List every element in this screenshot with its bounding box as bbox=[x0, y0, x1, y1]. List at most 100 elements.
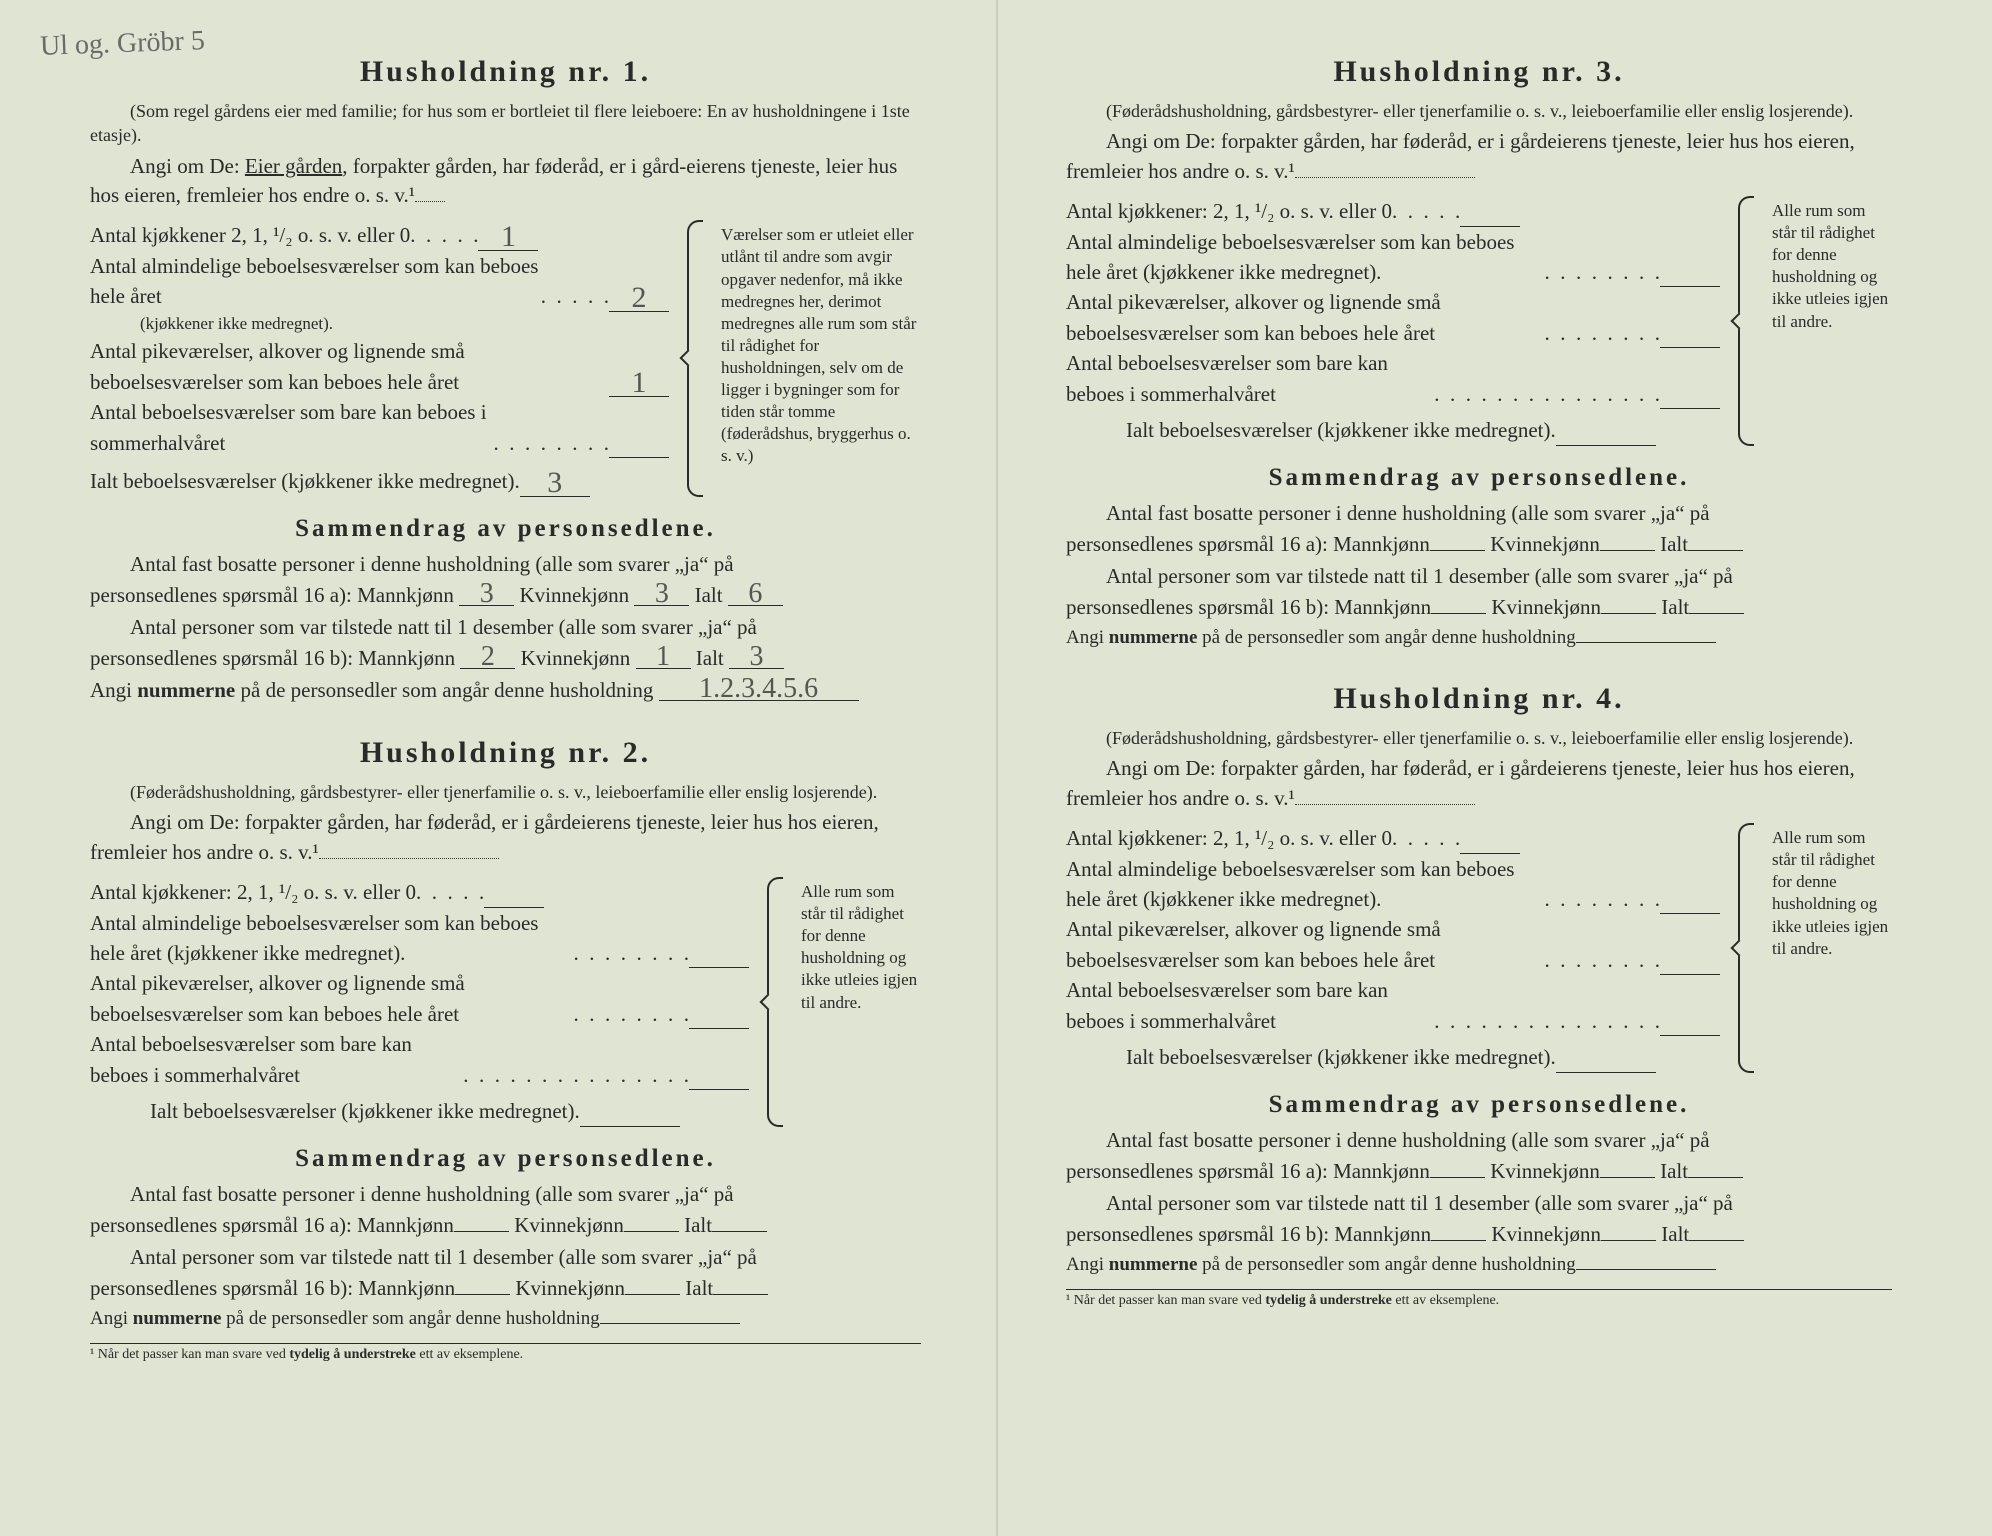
household-3: Husholdning nr. 3. (Føderådshusholdning,… bbox=[1066, 55, 1892, 652]
leader-dots bbox=[541, 281, 609, 311]
hh4-angi-text: Angi om De: forpakter gården, har føderå… bbox=[1066, 756, 1855, 809]
hh3-subtitle: (Føderådshusholdning, gårdsbestyrer- ell… bbox=[1066, 99, 1892, 123]
ialt-label: Ialt bbox=[684, 1213, 712, 1237]
hh4-totrooms-value bbox=[1556, 1072, 1656, 1073]
leader-dots bbox=[410, 220, 478, 250]
hh2-pres-k bbox=[625, 1294, 680, 1295]
hh4-perm-k bbox=[1600, 1177, 1655, 1178]
hh3-angi-tail bbox=[1295, 177, 1475, 178]
footnote-bold: tydelig å understreke bbox=[289, 1347, 416, 1362]
hh2-ordrooms-value bbox=[689, 967, 749, 968]
leader-dots bbox=[1545, 318, 1661, 348]
hh1-angi-underlined: Eier gården bbox=[245, 154, 342, 178]
hh4-nums-rest: på de personsedler som angår denne husho… bbox=[1197, 1254, 1575, 1275]
hh3-nums-bold: nummerne bbox=[1109, 627, 1198, 648]
ialt-label: Ialt bbox=[1661, 595, 1689, 619]
hh3-pres-prefix: personsedlenes spørsmål 16 b): Mannkjønn bbox=[1066, 595, 1431, 619]
hh3-rooms: Antal kjøkkener: 2, 1, ¹/₂ o. s. v. elle… bbox=[1066, 196, 1720, 446]
hh1-pres-line1: Antal personer som var tilstede natt til… bbox=[90, 612, 921, 644]
hh3-summary-title: Sammendrag av personsedlene. bbox=[1066, 464, 1892, 492]
hh3-pres-line1: Antal personer som var tilstede natt til… bbox=[1066, 561, 1892, 593]
hh4-nums-prefix: Angi bbox=[1066, 1254, 1109, 1275]
leader-dots bbox=[1434, 1006, 1660, 1036]
hh4-pres-line2: personsedlenes spørsmål 16 b): Mannkjønn… bbox=[1066, 1219, 1892, 1251]
brace-icon bbox=[1738, 823, 1754, 1073]
hh1-nums-line: Angi nummerne på de personsedler som ang… bbox=[90, 675, 921, 707]
hh2-title: Husholdning nr. 2. bbox=[90, 736, 921, 770]
hh4-perm-prefix: personsedlenes spørsmål 16 a): Mannkjønn bbox=[1066, 1159, 1430, 1183]
hh3-pres-m bbox=[1431, 613, 1486, 614]
hh3-sumrooms-label: Antal beboelsesværelser som bare kan beb… bbox=[1066, 348, 1434, 409]
hh2-footnote: ¹ Når det passer kan man svare ved tydel… bbox=[90, 1343, 921, 1363]
leader-dots bbox=[1545, 945, 1661, 975]
hh3-pres-line2: personsedlenes spørsmål 16 b): Mannkjønn… bbox=[1066, 592, 1892, 624]
hh2-ordrooms-label: Antal almindelige beboelsesværelser som … bbox=[90, 908, 574, 969]
ialt-label: Ialt bbox=[685, 1276, 713, 1300]
hh1-nums-rest: på de personsedler som angår denne husho… bbox=[235, 678, 653, 702]
hh4-angi-tail bbox=[1295, 804, 1475, 805]
leader-dots bbox=[1392, 823, 1460, 853]
hh1-srvrooms-label: Antal pikeværelser, alkover og lignende … bbox=[90, 336, 609, 397]
hh4-title: Husholdning nr. 4. bbox=[1066, 682, 1892, 716]
hh2-perm-prefix: personsedlenes spørsmål 16 a): Mannkjønn bbox=[90, 1213, 454, 1237]
hh1-nums-bold: nummerne bbox=[137, 678, 235, 702]
brace-icon bbox=[1738, 196, 1754, 446]
hh2-perm-k bbox=[624, 1231, 679, 1232]
hh1-angi: Angi om De: Eier gården, forpakter gårde… bbox=[90, 152, 921, 211]
hh4-pres-line1: Antal personer som var tilstede natt til… bbox=[1066, 1188, 1892, 1220]
hh1-kitchens-label: Antal kjøkkener 2, 1, ¹/₂ o. s. v. eller… bbox=[90, 220, 410, 250]
hh1-pres-m: 2 bbox=[460, 646, 515, 669]
hh4-pres-k bbox=[1601, 1240, 1656, 1241]
hh3-angi: Angi om De: forpakter gården, har føderå… bbox=[1066, 127, 1892, 186]
hh2-rooms: Antal kjøkkener: 2, 1, ¹/₂ o. s. v. elle… bbox=[90, 877, 749, 1127]
hh3-nums-rest: på de personsedler som angår denne husho… bbox=[1197, 627, 1575, 648]
ialt-label: Ialt bbox=[696, 646, 724, 670]
brace-icon bbox=[687, 220, 703, 496]
hh2-summary-title: Sammendrag av personsedlene. bbox=[90, 1145, 921, 1173]
hh2-angi-tail bbox=[319, 858, 499, 859]
hh2-srvrooms-value bbox=[689, 1028, 749, 1029]
hh3-ordrooms-label: Antal almindelige beboelsesværelser som … bbox=[1066, 227, 1545, 288]
hh2-perm-m bbox=[454, 1231, 509, 1232]
hh2-side-note: Alle rum som står til rådighet for denne… bbox=[801, 877, 921, 1127]
hh2-nums-value bbox=[600, 1323, 740, 1324]
hh1-title: Husholdning nr. 1. bbox=[90, 55, 921, 89]
hh1-rooms: Antal kjøkkener 2, 1, ¹/₂ o. s. v. eller… bbox=[90, 220, 669, 496]
household-1: Husholdning nr. 1. (Som regel gårdens ei… bbox=[90, 55, 921, 706]
footnote-text: Når det passer kan man svare ved bbox=[94, 1347, 289, 1362]
kvinne-label: Kvinnekjønn bbox=[514, 1213, 624, 1237]
hh3-perm-m bbox=[1430, 550, 1485, 551]
leader-dots bbox=[1545, 884, 1661, 914]
hh4-perm-t bbox=[1688, 1177, 1743, 1178]
hh1-kitchens-value: 1 bbox=[478, 223, 538, 251]
hh1-perm-line2: personsedlenes spørsmål 16 a): Mannkjønn… bbox=[90, 580, 921, 612]
hh4-subtitle: (Føderådshusholdning, gårdsbestyrer- ell… bbox=[1066, 726, 1892, 750]
kvinne-label: Kvinnekjønn bbox=[515, 1276, 625, 1300]
hh1-ordrooms-label: Antal almindelige beboelsesværelser som … bbox=[90, 251, 541, 312]
hh4-rooms: Antal kjøkkener: 2, 1, ¹/₂ o. s. v. elle… bbox=[1066, 823, 1720, 1073]
hh2-sumrooms-value bbox=[689, 1089, 749, 1090]
right-page: Husholdning nr. 3. (Føderådshusholdning,… bbox=[996, 0, 1992, 1536]
hh3-totrooms-label: Ialt beboelsesværelser (kjøkkener ikke m… bbox=[1066, 415, 1556, 445]
hh1-ordrooms-sub: (kjøkkener ikke medregnet). bbox=[90, 312, 669, 337]
ialt-label: Ialt bbox=[1660, 1159, 1688, 1183]
leader-dots bbox=[574, 938, 690, 968]
hh4-pres-m bbox=[1431, 1240, 1486, 1241]
hh1-ordrooms-value: 2 bbox=[609, 284, 669, 312]
corner-handwriting: Ul og. Gröbr 5 bbox=[39, 25, 205, 63]
hh3-side-note: Alle rum som står til rådighet for denne… bbox=[1772, 196, 1892, 446]
hh3-nums-value bbox=[1576, 642, 1716, 643]
hh4-footnote: ¹ Når det passer kan man svare ved tydel… bbox=[1066, 1289, 1892, 1309]
hh4-nums-line: Angi nummerne på de personsedler som ang… bbox=[1066, 1251, 1892, 1280]
leader-dots bbox=[416, 877, 484, 907]
leader-dots bbox=[494, 428, 610, 458]
hh3-nums-prefix: Angi bbox=[1066, 627, 1109, 648]
hh1-angi-prefix: Angi om De: bbox=[130, 154, 245, 178]
hh4-perm-m bbox=[1430, 1177, 1485, 1178]
hh3-ordrooms-value bbox=[1660, 286, 1720, 287]
ialt-label: Ialt bbox=[1660, 532, 1688, 556]
hh2-pres-t bbox=[713, 1294, 768, 1295]
household-2: Husholdning nr. 2. (Føderådshusholdning,… bbox=[90, 736, 921, 1363]
hh2-nums-prefix: Angi bbox=[90, 1308, 133, 1329]
hh1-totrooms-value: 3 bbox=[520, 469, 590, 497]
